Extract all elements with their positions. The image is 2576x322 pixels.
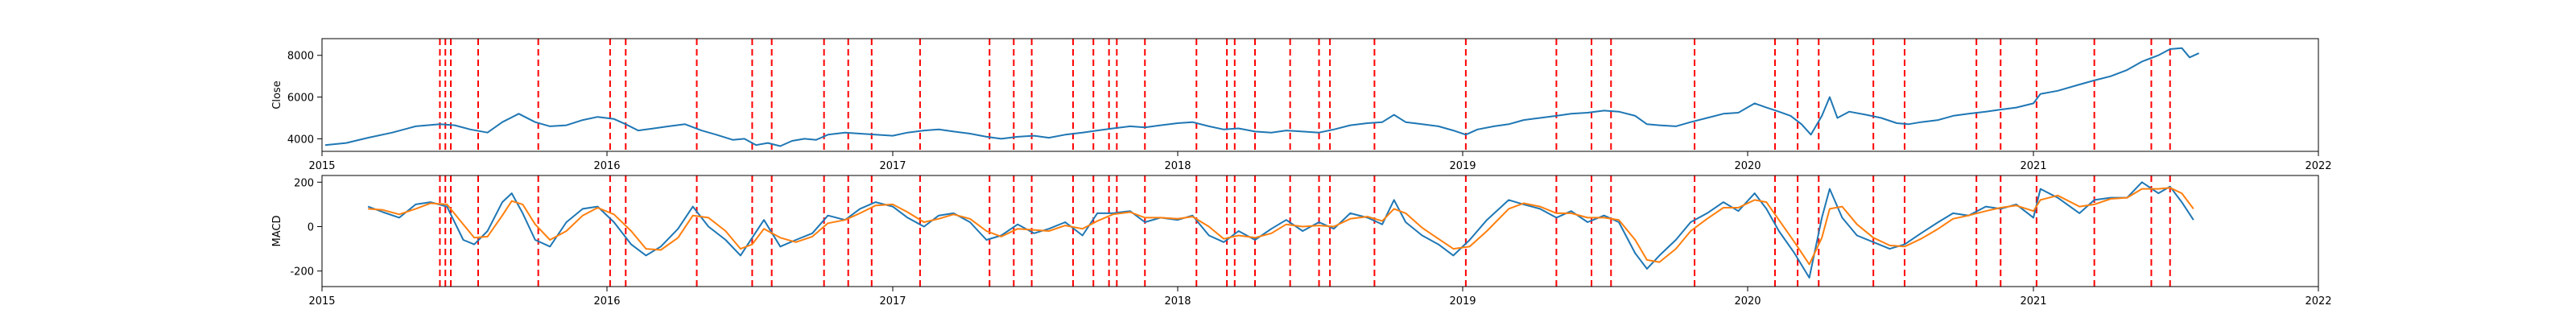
x-tick-label: 2015 [308,160,335,172]
y-tick-label: 0 [308,221,314,233]
y-tick-label: -200 [290,266,314,279]
x-tick-label: 2016 [593,295,620,308]
close-y-axis-label: Close [271,80,283,109]
x-tick-label: 2022 [2305,160,2331,172]
macd-plot-layer [367,175,2194,287]
series-line-1 [367,181,2194,279]
macd-axes-frame [321,175,2319,287]
x-tick-label: 2020 [1734,160,1761,172]
y-tick-label: 8000 [287,51,314,63]
close-y-axis: 4000 6000 8000 [287,51,322,146]
close-price-panel: 2015 2016 2017 2018 2019 2020 2021 2022 4000 600… [271,38,2332,172]
macd-panel: 2015 2016 2017 2018 2019 2020 2021 2022 200 0 -20… [271,175,2332,308]
y-tick-label: 6000 [287,93,314,105]
x-tick-label: 2020 [1734,295,1761,308]
close-axes-frame [321,38,2319,152]
x-tick-label: 2019 [1449,160,1476,172]
x-tick-label: 2021 [2020,295,2046,308]
close-x-axis: 2015 2016 2017 2018 2019 2020 2021 2022 [308,151,2332,172]
x-tick-label: 2017 [879,160,906,172]
x-tick-label: 2022 [2305,295,2331,308]
y-tick-label: 4000 [287,134,314,146]
x-tick-label: 2015 [308,295,335,308]
close-plot-layer [324,39,2200,151]
macd-y-axis-label: MACD [271,216,283,247]
x-tick-label: 2017 [879,295,906,308]
macd-x-axis: 2015 2016 2017 2018 2019 2020 2021 2022 [308,287,2332,308]
x-tick-label: 2018 [1164,295,1191,308]
series-line-2 [368,187,2194,266]
x-tick-label: 2019 [1449,295,1476,308]
x-tick-label: 2018 [1164,160,1191,172]
x-tick-label: 2021 [2020,160,2046,172]
x-tick-label: 2016 [593,160,620,172]
macd-y-axis: 200 0 -200 [290,177,322,279]
series-line-1 [324,47,2200,147]
y-tick-label: 200 [294,177,314,189]
